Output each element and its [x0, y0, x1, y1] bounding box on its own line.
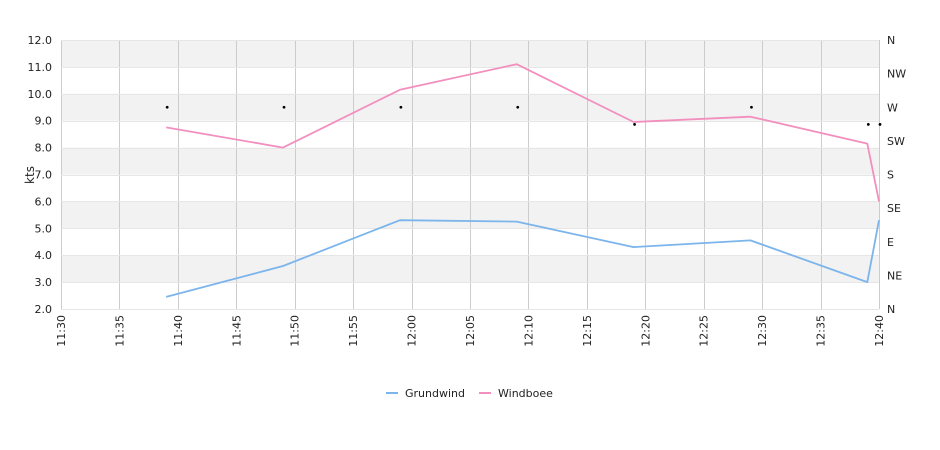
- y-tick-label: 5.0: [35, 222, 53, 235]
- y-tick-label: 10.0: [28, 88, 53, 101]
- y2-tick-label: S: [887, 169, 894, 182]
- y-axis-tick-labels: 2.0 3.0 4.0 5.0 6.0 7.0 8.0 9.0 10.0 11.0 12.0: [28, 34, 53, 316]
- y2-axis-tick-labels: N NE E SE S SW W NW N: [887, 34, 906, 316]
- y-tick-label: 4.0: [35, 249, 53, 262]
- y-tick-label: 7.0: [35, 169, 53, 182]
- y2-tick-label: SW: [887, 135, 905, 148]
- y-tick-label: 3.0: [35, 276, 53, 289]
- x-tick-label: 12:15: [581, 315, 594, 347]
- legend-label: Windboee: [498, 387, 553, 400]
- series-line-windboee: [166, 63, 880, 202]
- direction-marker: [282, 105, 286, 109]
- x-tick-label: 12:10: [522, 315, 535, 347]
- y-tick-label: 9.0: [35, 115, 53, 128]
- y-tick-label: 6.0: [35, 195, 53, 208]
- direction-marker: [399, 105, 403, 109]
- y2-tick-label: N: [887, 34, 895, 47]
- x-tick-label: 11:30: [55, 315, 68, 347]
- x-tick-label: 11:40: [172, 315, 185, 347]
- direction-marker: [866, 123, 870, 126]
- x-tick-label: 11:35: [113, 315, 126, 347]
- direction-markers: [165, 105, 882, 126]
- x-tick-label: 11:45: [230, 315, 243, 347]
- y-axis-label: kts: [23, 166, 37, 184]
- y-tick-label: 2.0: [35, 303, 53, 316]
- x-axis-tick-labels: 11:30 11:35 11:40 11:45 11:50 11:55 12:00 12:05…: [55, 315, 886, 347]
- x-tick-label: 12:20: [639, 315, 652, 347]
- y2-tick-label: E: [887, 236, 894, 249]
- x-tick-label: 12:00: [406, 315, 419, 347]
- y-tick-label: 11.0: [28, 61, 53, 74]
- y2-tick-label: W: [887, 101, 898, 114]
- x-tick-label: 11:55: [347, 315, 360, 347]
- legend-item-windboee[interactable]: Windboee: [479, 387, 553, 400]
- direction-marker: [750, 105, 753, 109]
- direction-marker: [878, 123, 882, 126]
- horizontal-gridlines: [61, 40, 879, 310]
- x-tick-label: 12:30: [756, 315, 769, 347]
- direction-marker: [165, 105, 169, 109]
- y2-tick-label: SE: [887, 202, 901, 215]
- series-line-grundwind: [165, 219, 880, 298]
- x-tick-label: 12:05: [464, 315, 477, 347]
- y2-tick-label: NE: [887, 269, 902, 282]
- x-tick-label: 12:35: [815, 315, 828, 347]
- y2-tick-label: N: [887, 303, 895, 316]
- x-tick-label: 12:40: [873, 315, 886, 347]
- legend-item-grundwind[interactable]: Grundwind: [386, 387, 465, 400]
- y-tick-label: 8.0: [35, 142, 53, 155]
- vertical-gridlines: [61, 40, 880, 309]
- legend[interactable]: Grundwind Windboee: [386, 387, 553, 400]
- series-lines: [165, 63, 880, 298]
- direction-marker: [633, 123, 636, 126]
- x-tick-label: 12:25: [698, 315, 711, 347]
- y-tick-label: 12.0: [28, 34, 53, 47]
- y2-tick-label: NW: [887, 68, 906, 81]
- direction-marker: [516, 105, 520, 109]
- legend-label: Grundwind: [405, 387, 465, 400]
- x-tick-label: 11:50: [289, 315, 302, 347]
